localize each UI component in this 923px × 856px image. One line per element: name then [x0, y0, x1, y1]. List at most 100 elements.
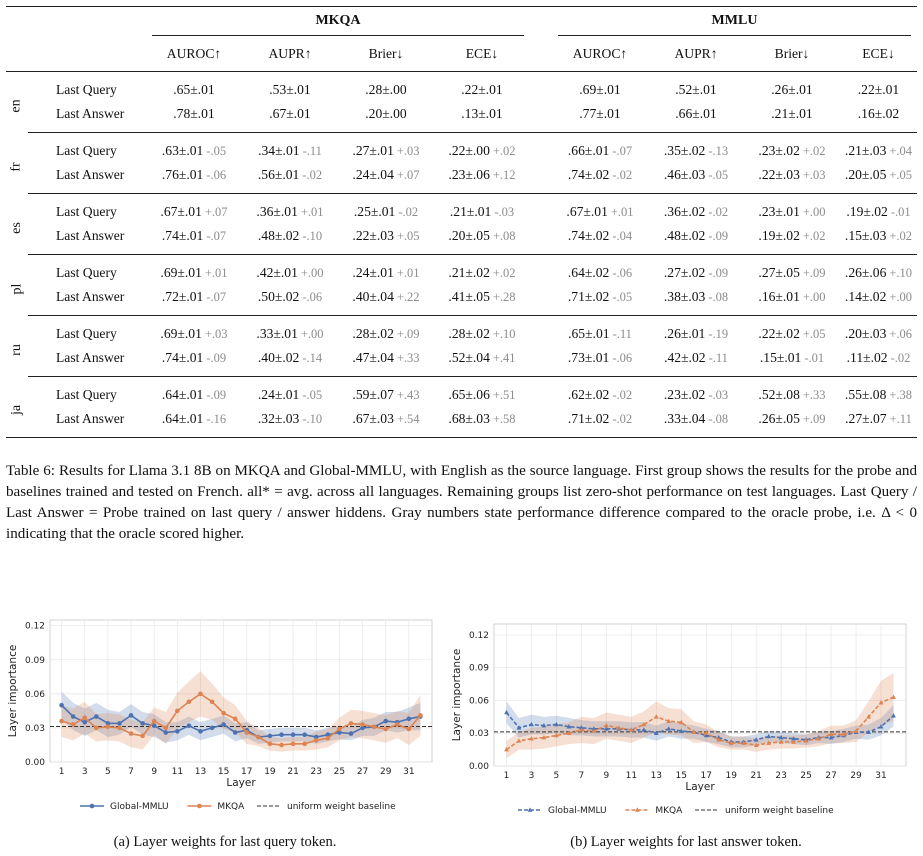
cell-delta: +.54 — [396, 412, 420, 426]
table-cell: .11±.02 -.02 — [840, 346, 917, 377]
cell-value: .67±.01 — [566, 204, 608, 219]
cell-value: .28±.02 — [448, 326, 490, 341]
table-row: Last Answer .74±.01 -.07.48±.02 -.10.22±.03… — [6, 224, 917, 255]
table-cell: .19±.02 -.01 — [840, 194, 917, 225]
data-point — [140, 721, 145, 726]
table-cell: .64±.02 -.06 — [552, 255, 648, 286]
cell-delta: -.08 — [708, 290, 729, 304]
table-cell: .23±.06 +.12 — [434, 163, 530, 194]
data-point — [554, 721, 559, 727]
x-tick-label: 23 — [775, 771, 786, 781]
cell-value: .59±.07 — [352, 387, 394, 402]
table-cell: .21±.02 +.02 — [434, 255, 530, 286]
cell-value: .66±.01 — [675, 106, 717, 121]
row-label: Last Answer — [28, 285, 146, 316]
cell-value: .19±.02 — [758, 228, 800, 243]
cell-delta: -.05 — [206, 144, 227, 158]
cell-value: .74±.01 — [161, 350, 204, 365]
cell-value: .52±.04 — [448, 350, 490, 365]
cell-value: .16±.02 — [857, 106, 900, 121]
cell-delta: +.03 — [396, 144, 420, 158]
data-point — [302, 732, 307, 738]
cell-delta: +.11 — [889, 412, 912, 426]
cell-delta: -.02 — [398, 205, 419, 219]
cell-value: .64±.02 — [567, 265, 610, 280]
legend-marker — [197, 803, 202, 809]
data-point — [290, 732, 296, 738]
cell-value: .64±.01 — [161, 411, 204, 426]
table-cell: .28±.02 +.09 — [338, 316, 434, 347]
cell-value: .15±.03 — [844, 228, 887, 243]
data-point — [753, 737, 759, 742]
table-cell: .24±.04 +.07 — [338, 163, 434, 194]
subfigure-caption-b: (b) Layer weights for last answer token. — [570, 834, 802, 850]
cell-delta: -.09 — [206, 351, 227, 365]
data-point — [94, 714, 99, 719]
table-cell: .28±.02 +.10 — [434, 316, 530, 347]
cell-delta: -.03 — [708, 388, 729, 402]
data-point — [504, 747, 509, 752]
cell-value: .63±.01 — [161, 143, 204, 158]
data-point — [653, 714, 659, 719]
x-tick-label: 9 — [603, 771, 609, 781]
data-point — [383, 718, 388, 724]
data-point — [406, 716, 412, 722]
data-point — [791, 739, 797, 744]
data-point — [753, 742, 759, 748]
row-label: Last Query — [56, 204, 117, 219]
table-cell: .66±.01 — [648, 102, 744, 133]
cell-value: .65±.06 — [448, 387, 490, 402]
data-point — [504, 709, 509, 715]
metric-header: Brier↓ — [774, 46, 810, 61]
cell-delta: +.06 — [889, 327, 913, 341]
table-cell: .21±.01 — [744, 102, 840, 133]
data-point — [105, 724, 111, 730]
table-cell: .20±.05 +.08 — [434, 224, 530, 255]
cell-value: .23±.01 — [758, 204, 800, 219]
data-point — [516, 738, 522, 743]
table-cell: .16±.01 +.00 — [744, 285, 840, 316]
table-cell: .15±.03 +.02 — [840, 224, 917, 255]
x-tick-label: 29 — [850, 771, 862, 781]
data-point — [117, 721, 122, 726]
table-row: pl Last Query .69±.01 +.01.42±.01 +.00.24±.0… — [6, 255, 917, 294]
table-cell: .74±.02 -.02 — [552, 163, 648, 194]
data-point — [151, 718, 157, 724]
legend-marker — [635, 807, 640, 812]
data-point — [853, 728, 859, 733]
legend-marker — [527, 807, 533, 812]
cell-delta: -.05 — [302, 388, 323, 402]
y-tick-label: 0.06 — [469, 696, 489, 706]
cell-delta: +.58 — [492, 412, 516, 426]
row-label: Last Query — [56, 326, 117, 341]
cell-delta: -.02 — [302, 168, 323, 182]
x-tick-label: 9 — [151, 767, 157, 777]
data-point — [70, 714, 76, 719]
legend-label: MKQA — [655, 806, 683, 816]
table-cell: .28±.00 — [338, 72, 434, 102]
table-cell: .69±.01 +.01 — [146, 255, 242, 286]
table-cell: .48±.02 -.10 — [242, 224, 338, 255]
data-point — [591, 728, 597, 733]
table-cell: .55±.08 +.38 — [840, 377, 917, 408]
cell-value: .76±.01 — [161, 167, 204, 182]
table-cell: .35±.02 -.13 — [648, 133, 744, 164]
data-point — [866, 729, 871, 734]
table-cell: .38±.03 -.08 — [648, 285, 744, 316]
table-cell: .74±.02 -.04 — [552, 224, 648, 255]
cell-value: .36±.01 — [256, 204, 298, 219]
cell-delta: +.01 — [300, 205, 324, 219]
subfigure-caption-a: (a) Layer weights for last query token. — [113, 834, 337, 850]
cell-delta: -.09 — [206, 388, 227, 402]
cell-value: .53±.01 — [269, 82, 311, 97]
data-point — [554, 732, 559, 738]
cell-delta: -.02 — [612, 412, 633, 426]
data-point — [691, 729, 697, 734]
metric-header: AUPR↑ — [674, 46, 718, 61]
row-label: Last Answer — [28, 102, 146, 133]
table-cell: .67±.01 +.07 — [146, 194, 242, 225]
data-point — [394, 722, 400, 727]
data-point — [666, 726, 672, 731]
cell-value: .16±.01 — [758, 289, 800, 304]
cell-value: .77±.01 — [579, 106, 621, 121]
